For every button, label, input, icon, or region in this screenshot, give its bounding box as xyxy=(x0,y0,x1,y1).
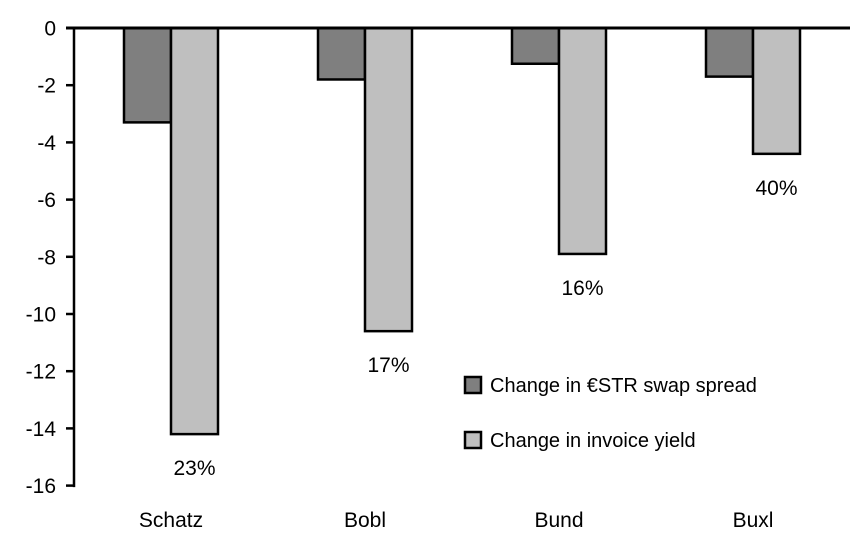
legend-label: Change in €STR swap spread xyxy=(490,375,757,397)
y-axis-tick-label: -4 xyxy=(37,132,56,155)
y-axis-tick-label: -2 xyxy=(37,75,56,98)
y-axis-tick-label: -14 xyxy=(26,418,57,441)
x-axis-category-label: Schatz xyxy=(139,509,203,532)
legend-marker-series0 xyxy=(463,375,483,395)
bar-data-label: 40% xyxy=(755,177,797,200)
bar-schatz-series1 xyxy=(169,26,220,436)
bar-buxl-series1 xyxy=(751,26,802,156)
bar-data-label: 17% xyxy=(367,354,409,377)
bar-bobl-series0 xyxy=(316,26,367,81)
legend-label: Change in invoice yield xyxy=(490,430,696,452)
legend-marker-series1 xyxy=(463,430,483,450)
bar-bobl-series1 xyxy=(363,26,414,333)
bar-data-label: 16% xyxy=(561,277,603,300)
bar-buxl-series0 xyxy=(704,26,755,78)
y-axis-tick-label: 0 xyxy=(44,18,56,41)
x-axis-category-label: Buxl xyxy=(733,509,774,532)
bar-bund-series0 xyxy=(510,26,561,65)
y-axis-tick-label: -12 xyxy=(26,361,56,384)
bar-bund-series1 xyxy=(557,26,608,256)
bar-schatz-series0 xyxy=(122,26,173,124)
y-axis-tick-label: -8 xyxy=(37,246,56,269)
y-axis-tick-label: -10 xyxy=(26,304,56,327)
y-axis-tick-label: -6 xyxy=(37,189,56,212)
bar-data-label: 23% xyxy=(173,457,215,480)
x-axis-category-label: Bobl xyxy=(344,509,386,532)
x-axis-category-label: Bund xyxy=(534,509,583,532)
y-axis-tick-label: -16 xyxy=(26,475,56,498)
